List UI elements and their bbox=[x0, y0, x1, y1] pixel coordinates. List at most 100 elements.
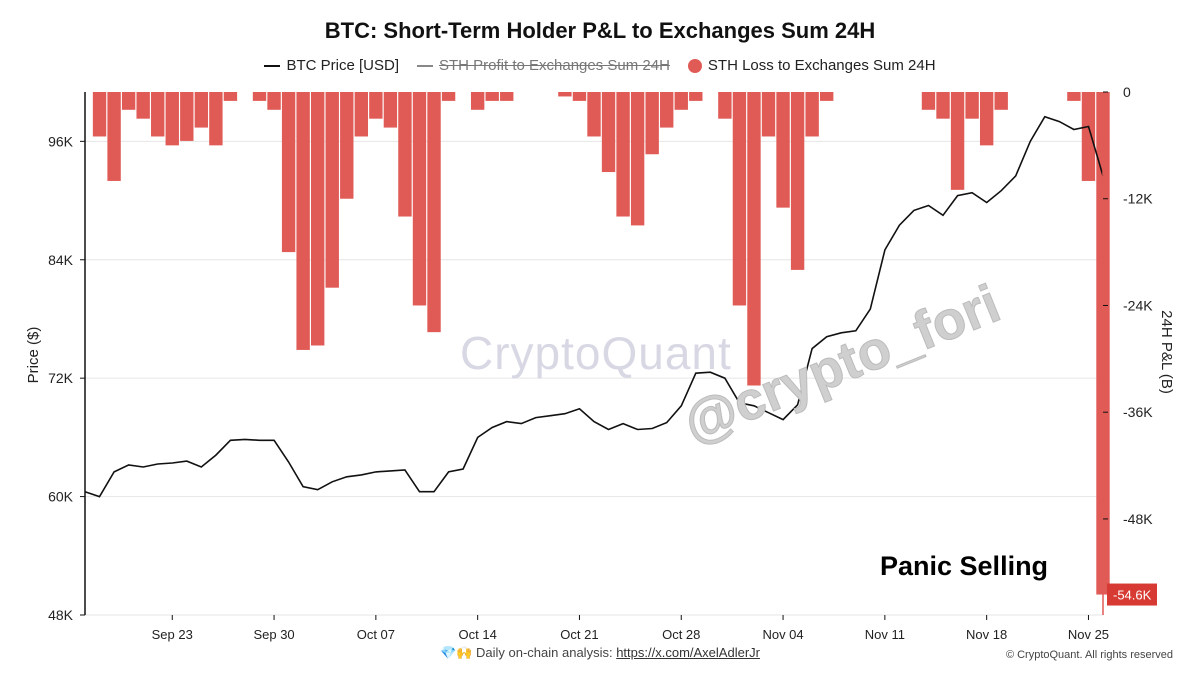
last-value-badge: -54.6K bbox=[1107, 583, 1157, 606]
right-tick-label: -36K bbox=[1123, 404, 1153, 420]
chart-legend: BTC Price [USD] STH Profit to Exchanges … bbox=[0, 57, 1200, 74]
chart-title: BTC: Short-Term Holder P&L to Exchanges … bbox=[324, 18, 876, 43]
legend-item-sth-profit[interactable]: STH Profit to Exchanges Sum 24H bbox=[416, 57, 670, 74]
x-tick-label: Nov 11 bbox=[865, 627, 905, 642]
x-tick-label: Nov 18 bbox=[966, 627, 1007, 642]
loss-bar bbox=[281, 92, 296, 253]
loss-bar bbox=[340, 92, 354, 199]
loss-bar bbox=[572, 92, 587, 101]
footer-note-text: Daily on-chain analysis: bbox=[476, 645, 613, 660]
loss-bar bbox=[558, 92, 572, 97]
last-value-label: -54.6K bbox=[1113, 588, 1152, 603]
loss-bar bbox=[398, 92, 412, 217]
loss-bar bbox=[630, 92, 645, 226]
loss-bar bbox=[121, 92, 136, 110]
right-tick-label: -24K bbox=[1123, 297, 1153, 313]
x-tick-label: Oct 14 bbox=[459, 627, 497, 642]
panic-selling-annotation: Panic Selling bbox=[880, 551, 1049, 581]
loss-bar bbox=[310, 92, 325, 346]
x-tick-label: Oct 07 bbox=[357, 627, 395, 642]
loss-bar bbox=[369, 92, 383, 119]
loss-bar bbox=[689, 92, 703, 101]
loss-bar bbox=[92, 92, 107, 137]
y-axis-label-right: 24H P&L (B) bbox=[1158, 310, 1175, 394]
left-tick-label: 96K bbox=[48, 133, 74, 149]
loss-bar bbox=[761, 92, 776, 137]
loss-bar bbox=[267, 92, 281, 110]
legend-label-sth-profit: STH Profit to Exchanges Sum 24H bbox=[438, 57, 670, 74]
left-axis-ticks: 48K 60K 72K 84K 96K bbox=[48, 133, 85, 623]
loss-bar bbox=[994, 92, 1008, 110]
footer-link[interactable]: https://x.com/AxelAdlerJr bbox=[616, 645, 760, 660]
diamond-hands-icon: 💎🙌 bbox=[440, 645, 473, 660]
loss-bar bbox=[485, 92, 499, 101]
loss-bars bbox=[92, 92, 1110, 595]
loss-bar bbox=[587, 92, 601, 137]
y-axis-label-left: Price ($) bbox=[25, 327, 42, 384]
loss-bar bbox=[819, 92, 834, 101]
loss-bar bbox=[441, 92, 456, 101]
right-axis-ticks: 0 -12K -24K -36K -48K bbox=[1103, 84, 1153, 527]
loss-bar bbox=[674, 92, 688, 110]
loss-bar bbox=[601, 92, 616, 173]
loss-bar bbox=[718, 92, 732, 119]
loss-bar bbox=[252, 92, 267, 101]
x-tick-label: Sep 30 bbox=[253, 627, 294, 642]
loss-bar bbox=[180, 92, 194, 141]
copyright-text: © CryptoQuant. All rights reserved bbox=[1005, 649, 1173, 661]
loss-bar bbox=[500, 92, 514, 101]
loss-bar bbox=[136, 92, 150, 119]
loss-bar bbox=[383, 92, 398, 128]
loss-bar bbox=[645, 92, 659, 155]
loss-bar bbox=[427, 92, 441, 333]
loss-bar bbox=[1067, 92, 1081, 101]
legend-item-sth-loss[interactable]: STH Loss to Exchanges Sum 24H bbox=[687, 57, 936, 74]
cryptoquant-watermark: CryptoQuant bbox=[460, 327, 732, 379]
x-tick-label: Oct 21 bbox=[560, 627, 598, 642]
legend-label-btc-price: BTC Price [USD] bbox=[286, 57, 399, 74]
btc-price-line bbox=[84, 115, 1104, 498]
loss-bar bbox=[470, 92, 485, 110]
loss-bar bbox=[747, 92, 761, 386]
x-tick-label: Nov 04 bbox=[762, 627, 803, 642]
legend-line-icon bbox=[264, 64, 281, 67]
legend-dot-icon bbox=[687, 58, 702, 73]
left-tick-label: 72K bbox=[48, 370, 74, 386]
loss-bar bbox=[107, 92, 121, 181]
loss-bar bbox=[660, 92, 674, 128]
right-tick-label: -48K bbox=[1123, 511, 1153, 527]
loss-bar bbox=[790, 92, 805, 270]
loss-bar bbox=[732, 92, 747, 306]
loss-bar bbox=[194, 92, 209, 128]
right-tick-label: 0 bbox=[1123, 84, 1131, 100]
legend-label-sth-loss: STH Loss to Exchanges Sum 24H bbox=[707, 57, 936, 74]
loss-bar bbox=[412, 92, 427, 306]
left-tick-label: 48K bbox=[48, 607, 74, 623]
loss-bar bbox=[151, 92, 165, 137]
right-tick-label: -12K bbox=[1123, 191, 1153, 207]
loss-bar bbox=[950, 92, 965, 190]
footer-note: 💎🙌 Daily on-chain analysis: https://x.co… bbox=[0, 645, 1200, 661]
legend-line-icon bbox=[416, 64, 433, 67]
loss-bar bbox=[354, 92, 369, 137]
x-tick-label: Sep 23 bbox=[152, 627, 193, 642]
loss-bar bbox=[1081, 92, 1096, 181]
loss-bar bbox=[616, 92, 630, 217]
grid-lines bbox=[85, 140, 1103, 616]
loss-bar bbox=[296, 92, 310, 350]
loss-bar bbox=[979, 92, 994, 146]
loss-bar bbox=[165, 92, 179, 146]
loss-bar bbox=[209, 92, 223, 146]
legend-item-btc-price[interactable]: BTC Price [USD] bbox=[264, 57, 399, 74]
loss-bar bbox=[325, 92, 339, 288]
x-tick-label: Oct 28 bbox=[662, 627, 700, 642]
loss-bar bbox=[965, 92, 979, 119]
loss-bar bbox=[776, 92, 790, 208]
x-axis-ticks: Sep 23 Sep 30 Oct 07 Oct 14 Oct 21 Oct 28 Nov … bbox=[152, 615, 1109, 642]
x-tick-label: Nov 25 bbox=[1068, 627, 1109, 642]
left-tick-label: 60K bbox=[48, 489, 74, 505]
loss-bar bbox=[223, 92, 238, 101]
left-tick-label: 84K bbox=[48, 252, 74, 268]
loss-bar bbox=[921, 92, 936, 110]
